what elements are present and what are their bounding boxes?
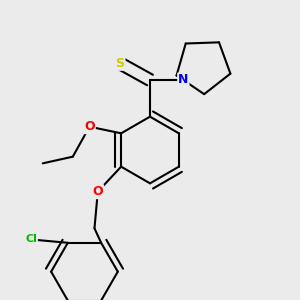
Text: O: O	[84, 120, 95, 133]
Text: Cl: Cl	[25, 235, 37, 244]
Text: N: N	[178, 74, 188, 86]
Text: S: S	[116, 57, 124, 70]
Text: O: O	[92, 185, 103, 198]
